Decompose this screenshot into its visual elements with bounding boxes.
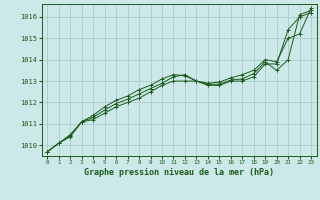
X-axis label: Graphe pression niveau de la mer (hPa): Graphe pression niveau de la mer (hPa) [84, 168, 274, 177]
